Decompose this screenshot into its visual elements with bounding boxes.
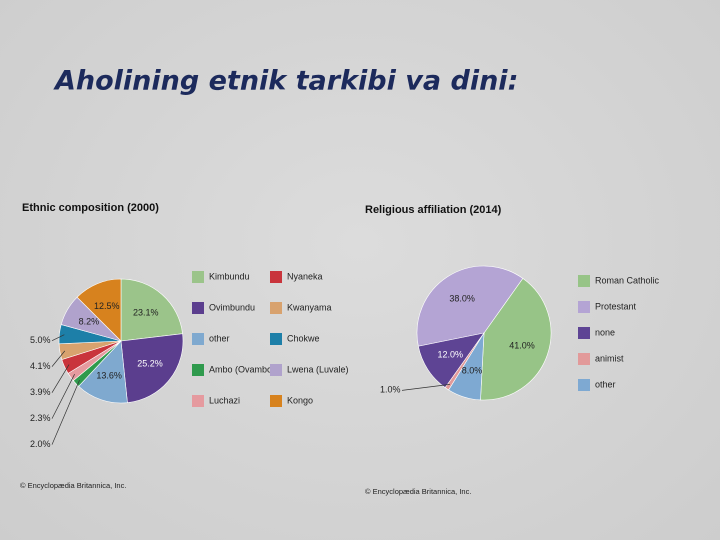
pie-slice [480,277,552,401]
leader-line [51,364,70,393]
legend-swatch [270,302,282,314]
data-label: 4.1% [30,361,51,371]
pie-slice [76,278,122,342]
slide-title: Aholining etnik tarkibi va dini: [53,66,518,97]
leader-line [51,334,65,341]
source-note: © Encyclopædia Britannica, Inc. [20,481,126,490]
legend-label: Roman Catholic [595,275,660,285]
legend-swatch [192,302,204,314]
legend-swatch [270,271,282,283]
legend-swatch [270,364,282,376]
source-note: © Encyclopædia Britannica, Inc. [365,487,471,496]
data-label: 8.0% [462,366,483,376]
data-label: 2.3% [30,413,51,423]
data-label: 13.6% [96,371,122,381]
data-label: 2.0% [30,439,51,449]
data-label: 5.0% [30,335,51,345]
legend-label: Protestant [595,301,637,311]
leader-line [51,350,66,367]
legend-label: Chokwe [287,333,320,343]
data-label: 38.0% [449,294,475,304]
legend-label: Luchazi [209,395,240,405]
legend-label: other [209,333,230,343]
legend-swatch [578,301,590,313]
legend-swatch [578,275,590,287]
legend-label: Kwanyama [287,302,332,312]
legend-label: Ovimbundu [209,302,255,312]
data-label: 8.2% [79,317,100,327]
legend-swatch [192,333,204,345]
chart-title: Ethnic composition (2000) [22,202,159,214]
legend-label: Kimbundu [209,271,250,281]
legend-swatch [578,379,590,391]
pie-slice [448,332,485,401]
legend-swatch [270,333,282,345]
legend-swatch [578,327,590,339]
leader-line [51,380,80,445]
data-label: 23.1% [133,308,159,318]
data-label: 12.5% [94,301,120,311]
legend-swatch [192,395,204,407]
legend-swatch [192,364,204,376]
pie-slice [120,278,183,342]
legend-label: Nyaneka [287,271,323,281]
chart-title: Religious affiliation (2014) [365,204,502,216]
pie-slice [120,333,184,403]
legend-label: other [595,379,616,389]
legend-label: Lwena (Luvale) [287,364,349,374]
data-label: 1.0% [380,385,401,395]
legend-label: Kongo [287,395,313,405]
legend-swatch [192,271,204,283]
data-label: 12.0% [438,349,464,359]
pie-slice [416,265,524,347]
legend-swatch [578,353,590,365]
leader-line [401,383,450,391]
legend-label: none [595,327,615,337]
data-label: 3.9% [30,387,51,397]
pie-slice [78,340,128,404]
legend-swatch [270,395,282,407]
legend-label: animist [595,353,624,363]
data-label: 41.0% [509,341,535,351]
leader-line [51,374,75,419]
data-label: 25.2% [137,359,163,369]
legend-label: Ambo (Ovambo) [209,364,275,374]
